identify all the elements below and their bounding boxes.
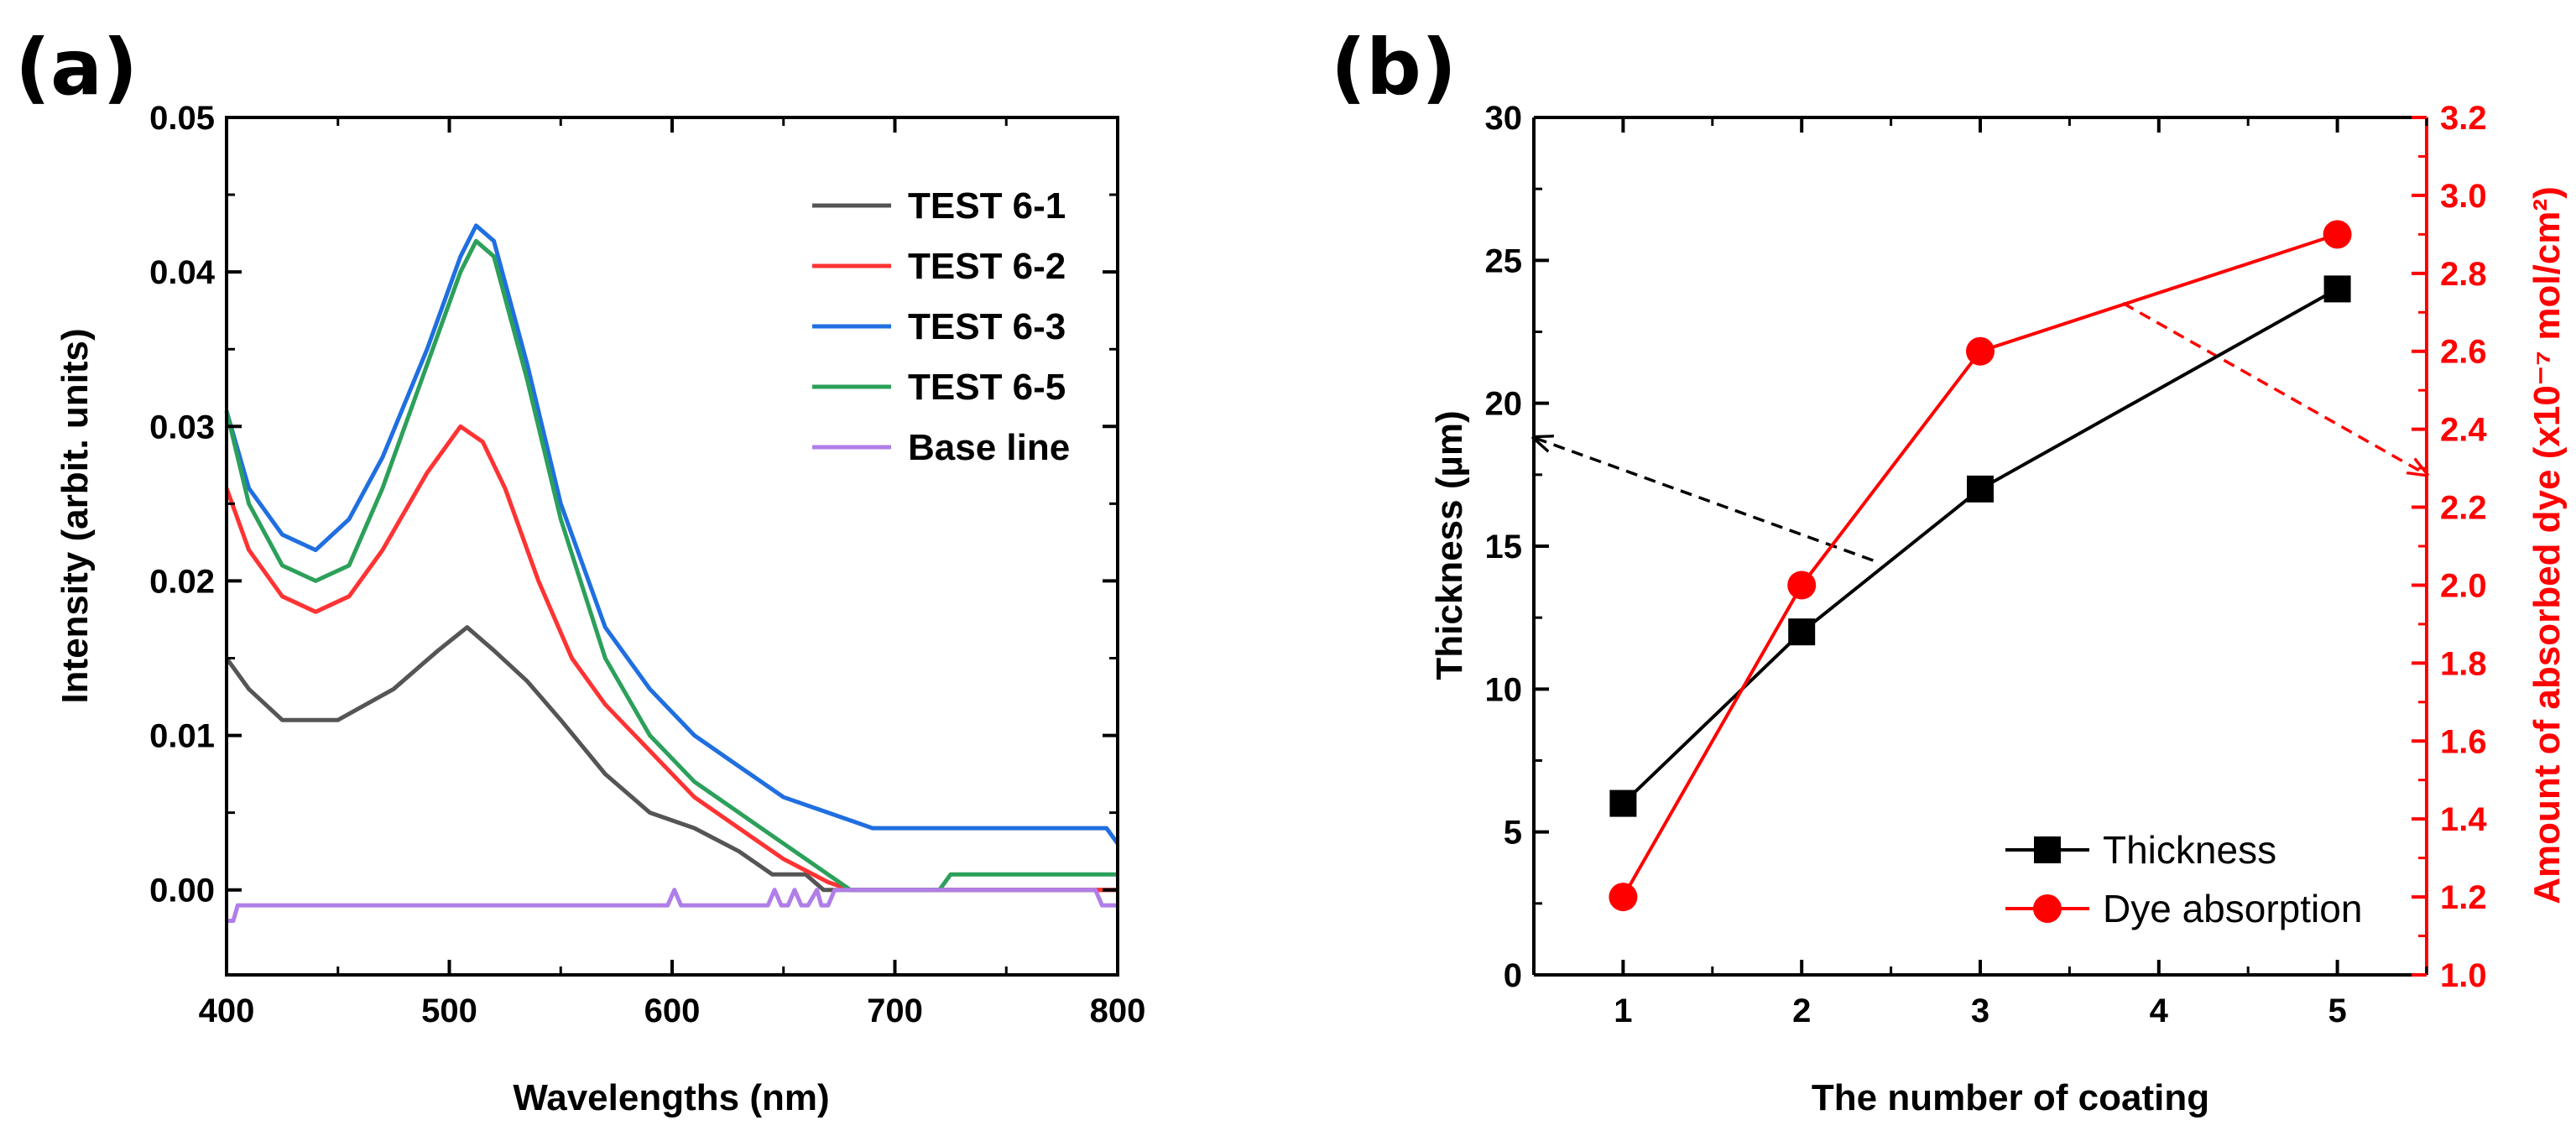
panel-a-x-axis-title: Wavelengths (nm) (513, 1077, 829, 1118)
series-line-test-6-3 (224, 223, 1120, 845)
x-tick-label: 5 (2328, 993, 2346, 1029)
legend-label: TEST 6-3 (908, 306, 1066, 347)
panel-b-x-axis-title: The number of coating (1812, 1077, 2209, 1118)
y-tick-label: 0.00 (149, 873, 215, 909)
y-tick-label: 0.02 (149, 563, 215, 600)
x-tick-label: 800 (1090, 993, 1146, 1029)
legend-label: TEST 6-1 (908, 185, 1066, 227)
y-tick-label: 0.04 (149, 254, 216, 291)
thickness-axis-pointer-arrow (1534, 438, 1874, 562)
thickness-point (2323, 275, 2351, 303)
dye-absorption-point (1609, 883, 1638, 912)
right-y-tick-label: 1.6 (2440, 723, 2487, 760)
series-line-dye-absorption (1621, 232, 2339, 899)
series-line-base-line (227, 888, 1118, 923)
left-y-tick-label: 0 (1504, 957, 1522, 994)
legend-label: Base line (908, 427, 1070, 468)
right-y-tick-label: 2.2 (2440, 490, 2487, 527)
dye-absorption-point (1787, 570, 1817, 600)
panel-b-coating-chart: (b) 1 2 3 4 5 0 5 10 15 20 25 30 1.0 1.2 1.4 1.6 1.8 2.0 2… (1331, 23, 2568, 1118)
panel-a-label: (a) (15, 23, 138, 112)
legend-label: TEST 6-5 (908, 367, 1066, 408)
right-y-tick-label: 1.2 (2440, 879, 2487, 916)
left-y-tick-label: 20 (1485, 386, 1523, 423)
right-y-tick-label: 1.8 (2440, 645, 2487, 682)
right-y-tick-label: 3.2 (2440, 100, 2487, 137)
left-y-tick-label: 10 (1485, 671, 1523, 708)
thickness-point (1609, 789, 1637, 817)
panel-b-annotations (1534, 301, 2427, 562)
right-y-tick-label: 2.4 (2440, 412, 2487, 449)
y-tick-label: 0.03 (149, 409, 215, 445)
series-line-thickness (1622, 287, 2339, 805)
panel-b-legend: Thickness Dye absorption (2005, 828, 2362, 930)
right-y-tick-label: 2.6 (2440, 334, 2487, 371)
legend-label: Dye absorption (2103, 887, 2362, 930)
panel-b-axes: 1 2 3 4 5 0 5 10 15 20 25 30 1.0 1.2 1.4 1.6 1.8 2.0 2.2 2.… (1485, 100, 2488, 1029)
panel-b-left-y-axis-title: Thickness (µm) (1429, 410, 1470, 680)
dye-axis-pointer-arrow (2122, 301, 2427, 474)
panel-b-right-y-axis-title: Amount of absorbed dye (x10⁻⁷ mol/cm²) (2526, 186, 2568, 904)
left-y-tick-label: 15 (1485, 529, 1523, 565)
x-tick-label: 2 (1792, 993, 1811, 1029)
right-y-tick-label: 2.8 (2440, 256, 2487, 293)
series-line-test-6-1 (224, 625, 1118, 893)
legend-square-marker (2034, 836, 2061, 863)
y-tick-label: 0.01 (149, 718, 215, 755)
legend-label: Thickness (2103, 828, 2276, 872)
x-tick-label: 600 (644, 993, 701, 1029)
thickness-point (1967, 475, 1994, 503)
x-tick-label: 4 (2150, 993, 2169, 1029)
dye-absorption-point (2323, 220, 2352, 249)
left-y-tick-label: 5 (1504, 815, 1522, 852)
x-tick-label: 3 (1971, 993, 1989, 1029)
panel-a-series-layer (224, 223, 1120, 923)
panel-b-series-layer (1609, 220, 2352, 912)
right-y-tick-label: 2.0 (2440, 567, 2487, 604)
x-tick-label: 400 (199, 993, 255, 1029)
legend-label: TEST 6-2 (908, 246, 1066, 287)
left-y-tick-label: 30 (1485, 100, 1523, 137)
y-tick-label: 0.05 (149, 100, 215, 137)
panel-b-label: (b) (1331, 23, 1457, 112)
right-y-tick-label: 1.4 (2440, 801, 2487, 838)
right-y-tick-label: 3.0 (2440, 178, 2487, 215)
x-tick-label: 1 (1614, 993, 1632, 1029)
panel-a-y-axis-title: Intensity (arbit. units) (55, 328, 96, 703)
thickness-point (1788, 618, 1816, 646)
panel-a-intensity-chart: (a) 400 500 600 700 800 0.00 0.01 0.02 0.03 0.04 0… (15, 23, 1145, 1118)
series-line-test-6-5 (224, 238, 1118, 893)
right-y-tick-label: 1.0 (2440, 957, 2487, 994)
panel-a-legend: TEST 6-1 TEST 6-2 TEST 6-3 TEST 6-5 Base lin… (812, 185, 1070, 468)
x-tick-label: 500 (421, 993, 477, 1029)
panel-a-axes: 400 500 600 700 800 0.00 0.01 0.02 0.03 0.04 0.05 (149, 100, 1145, 1029)
legend-circle-marker (2033, 894, 2062, 923)
x-tick-label: 700 (867, 993, 923, 1029)
dye-absorption-point (1966, 336, 1995, 366)
series-line-test-6-2 (224, 424, 1118, 893)
left-y-tick-label: 25 (1485, 242, 1523, 279)
